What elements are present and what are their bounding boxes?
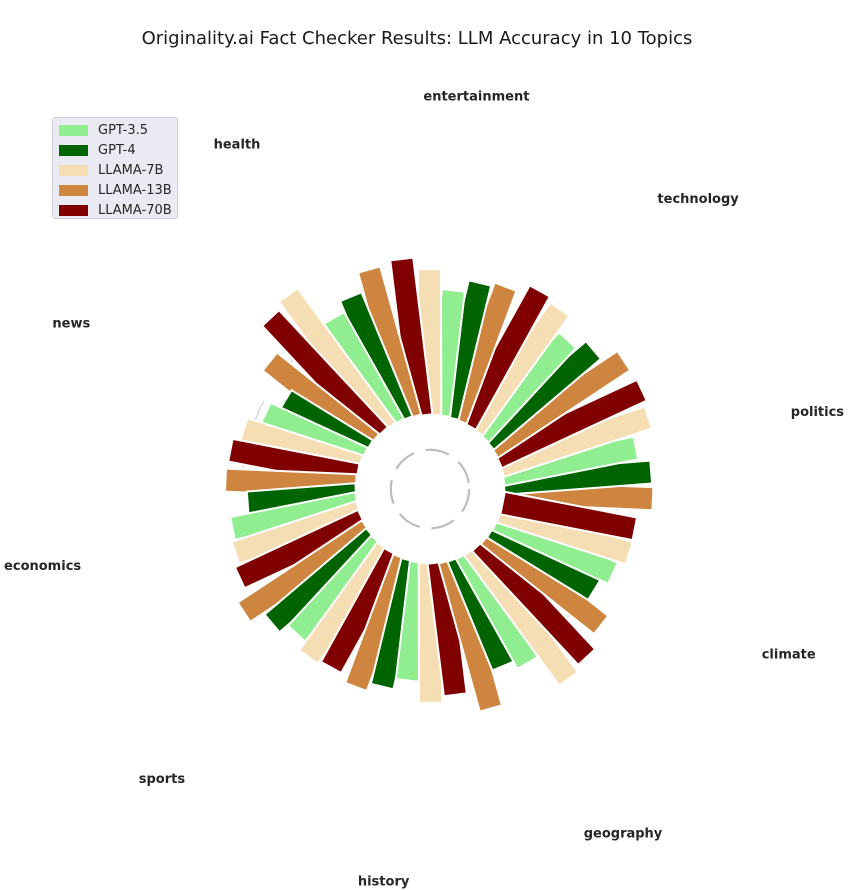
- category-label-geography: geography: [584, 827, 663, 842]
- legend-label: LLAMA-70B: [98, 202, 172, 218]
- legend-swatch: [59, 184, 88, 196]
- category-label-economics: economics: [4, 559, 81, 574]
- category-label-health: health: [214, 137, 261, 152]
- bars: [223, 256, 655, 713]
- category-label-sports: sports: [139, 772, 186, 787]
- legend: GPT-3.5 GPT-4 LLAMA-7B LLAMA-13B LLAMA-70B: [52, 117, 178, 219]
- category-label-politics: politics: [791, 405, 845, 420]
- category-label-technology: technology: [657, 192, 739, 207]
- legend-label: GPT-3.5: [98, 122, 149, 138]
- legend-label: GPT-4: [98, 142, 136, 158]
- category-labels: politics technology entertainment health new…: [4, 90, 844, 890]
- legend-entry: LLAMA-13B: [59, 182, 172, 198]
- legend-label: LLAMA-7B: [98, 162, 164, 178]
- legend-entry: GPT-4: [59, 142, 136, 158]
- bar-climate-llama-70b: [499, 490, 639, 542]
- legend-swatch: [59, 144, 88, 156]
- legend-swatch: [59, 124, 88, 136]
- category-label-news: news: [52, 317, 90, 332]
- legend-entry: GPT-3.5: [59, 122, 148, 138]
- category-label-history: history: [358, 874, 410, 889]
- legend-label: LLAMA-13B: [98, 182, 172, 198]
- category-label-climate: climate: [762, 647, 816, 662]
- chart-title: Originality.ai Fact Checker Results: LLM…: [141, 28, 693, 49]
- legend-entry: LLAMA-70B: [59, 202, 172, 218]
- grid-circle: [389, 448, 471, 530]
- legend-swatch: [59, 204, 88, 216]
- legend-entry: LLAMA-7B: [59, 162, 163, 178]
- category-label-entertainment: entertainment: [423, 90, 529, 105]
- legend-swatch: [59, 164, 88, 176]
